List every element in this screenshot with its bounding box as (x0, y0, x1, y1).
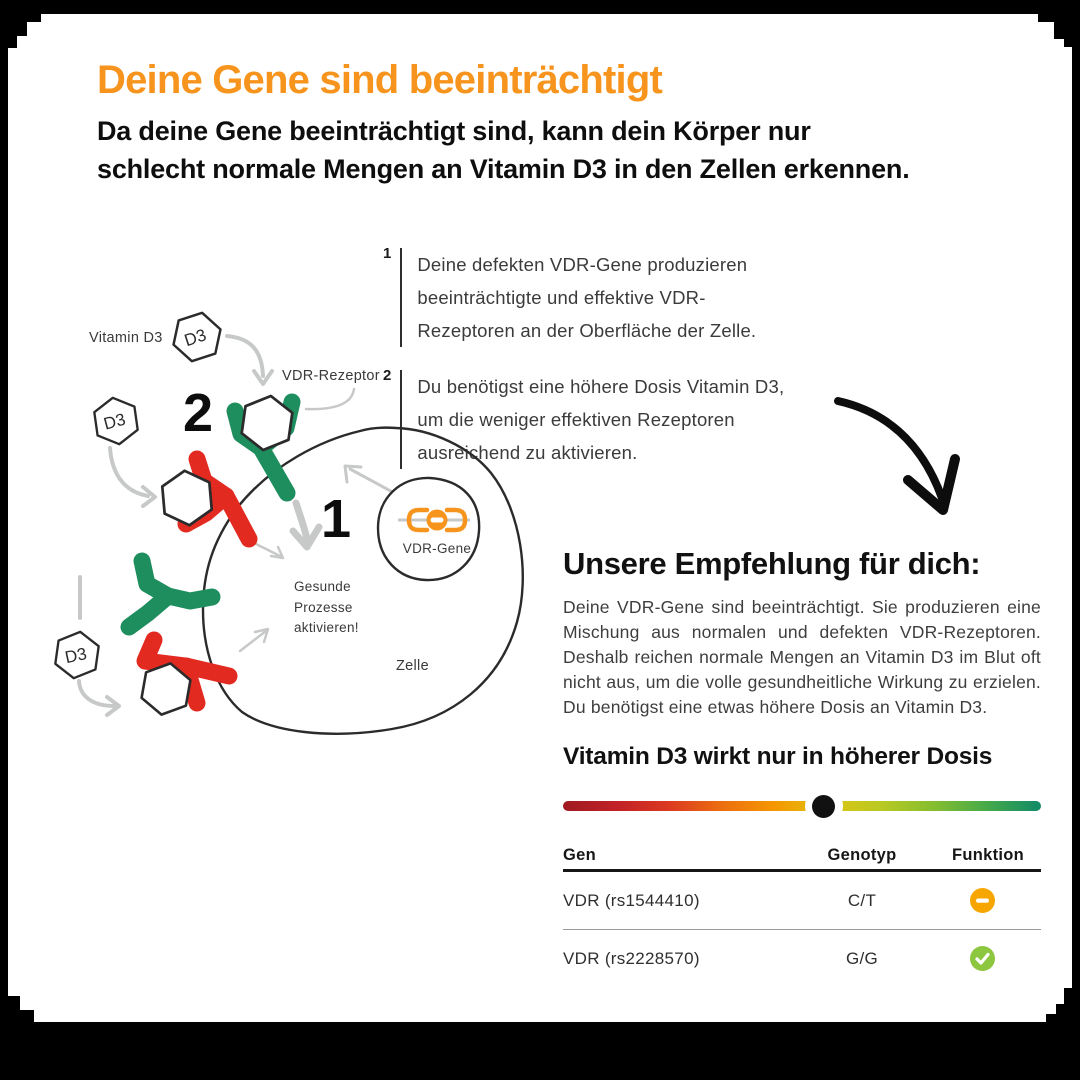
d3-molecule: D3 (52, 627, 102, 683)
table-row-divider (563, 929, 1041, 930)
label-vitamin-d3: Vitamin D3 (89, 330, 163, 346)
page-subtitle: Da deine Gene beeinträchtigt sind, kann … (97, 116, 910, 184)
svg-text:D3: D3 (63, 644, 88, 667)
recommendation-body: Deine VDR-Gene sind beeinträchtigt. Sie … (563, 597, 1041, 717)
gene-name: VDR (rs2228570) (563, 948, 700, 968)
cell-membrane-outline (201, 426, 524, 735)
pointer-arrow-icon (834, 397, 960, 515)
diagram-arrows (77, 334, 400, 717)
diagram-number-1: 1 (321, 489, 352, 549)
column-header-genotyp: Genotyp (827, 845, 897, 864)
svg-text:D3: D3 (102, 410, 128, 434)
d3-molecule: D3 (91, 393, 141, 449)
table-row: VDR (rs1544410) C/T (563, 872, 1012, 929)
label-zelle: Zelle (396, 658, 429, 674)
dosage-scale (563, 787, 1041, 825)
vdr-receptor-red-2 (136, 631, 238, 712)
label-gesunde-prozesse: Gesunde Prozesse aktivieren! (294, 579, 359, 635)
table-header-row: Gen Genotyp Funktion (563, 843, 1025, 867)
step-number: 2 (383, 367, 392, 384)
scale-marker-dot (812, 794, 835, 818)
step-text: Deine defekten VDR-Gene produzieren beei… (400, 248, 756, 347)
vdr-receptor-green-2 (120, 552, 221, 636)
column-header-gen: Gen (563, 845, 596, 864)
page-title: Deine Gene sind beeinträchtigt (97, 58, 663, 102)
genotype-value: C/T (847, 890, 877, 910)
dosage-heading: Vitamin D3 wirkt nur in höherer Dosis (563, 743, 993, 770)
table-header-divider (563, 869, 1041, 872)
dosage-scale-bar (563, 801, 1041, 811)
step-item-1: 1 Deine defekten VDR-Gene produzieren be… (383, 245, 813, 347)
recommendation-heading: Unsere Empfehlung für dich: (563, 546, 981, 581)
column-header-funktion: Funktion (952, 845, 1025, 864)
label-vdr-gene: VDR-Gene (402, 541, 472, 556)
d3-molecule: D3 (169, 307, 225, 367)
diagram-number-2: 2 (183, 383, 214, 443)
gene-name: VDR (rs1544410) (563, 890, 700, 910)
genotype-value: G/G (845, 948, 879, 968)
cell-diagram: D3 D3 D3 (52, 307, 524, 735)
genotype-table: Gen Genotyp Funktion VDR (rs1544410) C/T… (563, 843, 1041, 987)
step-number: 1 (383, 245, 392, 262)
minus-circle-icon (969, 888, 995, 913)
check-circle-icon (969, 946, 995, 971)
gene-icon (398, 507, 470, 533)
label-vdr-rezeptor: VDR-Rezeptor (282, 368, 380, 384)
table-row: VDR (rs2228570) G/G (563, 930, 1012, 987)
report-card: Deine Gene sind beeinträchtigt Da deine … (8, 14, 1072, 1022)
